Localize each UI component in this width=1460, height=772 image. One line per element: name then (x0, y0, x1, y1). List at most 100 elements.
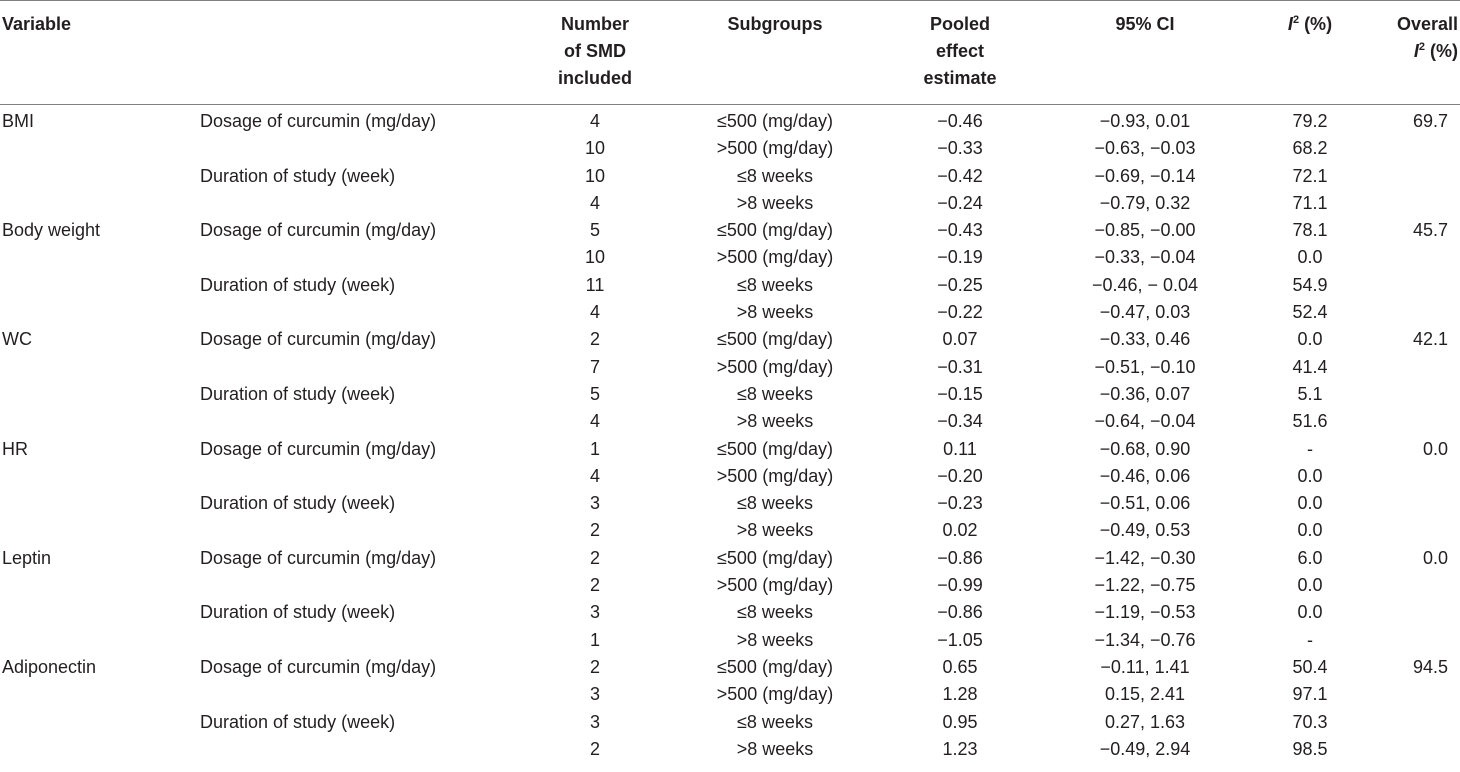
cell-number: 2 (589, 329, 600, 350)
cell-subgroup: >500 (mg/day) (716, 356, 834, 377)
cell-subgroup: ≤500 (mg/day) (717, 111, 833, 131)
cell-overall-i2 (1360, 463, 1460, 490)
cell-subgroup: >500 (mg/day) (716, 247, 834, 268)
cell-variable: Adiponectin (2, 656, 97, 677)
cell-ci: −0.36, 0.07 (1099, 383, 1191, 404)
cell-number: 4 (589, 411, 600, 432)
cell-number: 4 (589, 465, 600, 486)
table-row: Duration of study (week) 10 ≤8 weeks −0.42 −… (0, 163, 1460, 190)
table-row: Duration of study (week) 5 ≤8 weeks −0.15 −0… (0, 381, 1460, 408)
cell-ci: −0.11, 1.41 (1100, 656, 1190, 677)
cell-category: Dosage of curcumin (mg/day) (200, 656, 437, 677)
cell-i2: 98.5 (1292, 738, 1328, 759)
cell-ci: −0.49, 2.94 (1099, 738, 1191, 759)
cell-overall-i2: 69.7 (1412, 111, 1448, 131)
cell-subgroup: ≤8 weeks (737, 165, 813, 186)
cell-overall-i2 (1360, 627, 1460, 654)
cell-variable (0, 408, 200, 435)
cell-overall-i2 (1360, 517, 1460, 544)
cell-category: Dosage of curcumin (mg/day) (200, 547, 437, 568)
cell-variable (0, 490, 200, 517)
table-row: 10 >500 (mg/day) −0.19 −0.33, −0.04 0.0 (0, 244, 1460, 271)
header-i2: I2 (%) (1260, 0, 1360, 105)
cell-variable (0, 163, 200, 190)
cell-pooled-estimate: −0.86 (937, 602, 983, 623)
cell-pooled-estimate: −0.20 (937, 465, 983, 486)
cell-number: 4 (589, 192, 600, 213)
cell-variable: WC (2, 329, 32, 350)
cell-pooled-estimate: −0.86 (937, 547, 983, 568)
cell-overall-i2: 0.0 (1422, 547, 1448, 568)
cell-category (200, 354, 530, 381)
cell-overall-i2: 0.0 (1422, 438, 1448, 459)
cell-pooled-estimate: 0.07 (942, 329, 978, 350)
cell-category: Duration of study (week) (200, 274, 396, 295)
cell-ci: −0.47, 0.03 (1099, 302, 1191, 323)
cell-number: 5 (589, 220, 600, 241)
cell-ci: −0.93, 0.01 (1099, 111, 1191, 131)
cell-category (200, 681, 530, 708)
cell-pooled-estimate: −0.19 (937, 247, 983, 268)
cell-number: 5 (589, 383, 600, 404)
cell-ci: −0.79, 0.32 (1099, 192, 1191, 213)
header-ci: 95% CI (1030, 0, 1260, 105)
cell-ci: −0.33, −0.04 (1094, 247, 1196, 268)
cell-i2: 41.4 (1292, 356, 1328, 377)
cell-subgroup: ≤8 weeks (737, 602, 813, 623)
header-pooled-effect: Pooled effect estimate (890, 0, 1030, 105)
cell-i2: 71.1 (1292, 192, 1328, 213)
cell-number: 10 (584, 165, 606, 186)
table-row: HR Dosage of curcumin (mg/day) 1 ≤500 (mg/d… (0, 436, 1460, 463)
cell-overall-i2 (1360, 709, 1460, 736)
table-row: Leptin Dosage of curcumin (mg/day) 2 ≤500 (… (0, 545, 1460, 572)
cell-pooled-estimate: −0.22 (937, 302, 983, 323)
cell-ci: −1.22, −0.75 (1094, 575, 1196, 596)
cell-number: 3 (589, 602, 600, 623)
cell-variable (0, 627, 200, 654)
table-row: Duration of study (week) 11 ≤8 weeks −0.25 −… (0, 272, 1460, 299)
cell-overall-i2 (1360, 490, 1460, 517)
cell-overall-i2 (1360, 572, 1460, 599)
header-variable: Variable (0, 0, 200, 105)
cell-variable (0, 299, 200, 326)
cell-overall-i2 (1360, 381, 1460, 408)
header-number-of-smd: Number of SMD included (530, 0, 660, 105)
cell-pooled-estimate: −0.43 (937, 220, 983, 241)
cell-pooled-estimate: −0.15 (937, 383, 983, 404)
table-row: 4 >8 weeks −0.22 −0.47, 0.03 52.4 (0, 299, 1460, 326)
cell-i2: 79.2 (1292, 111, 1328, 131)
cell-number: 2 (589, 738, 600, 759)
cell-i2: 97.1 (1292, 684, 1328, 705)
cell-subgroup: ≤500 (mg/day) (717, 438, 833, 459)
cell-overall-i2 (1360, 135, 1460, 162)
cell-number: 10 (584, 247, 606, 268)
header-subgroups: Subgroups (660, 0, 890, 105)
cell-overall-i2: 94.5 (1412, 656, 1448, 677)
cell-pooled-estimate: −0.33 (937, 138, 983, 159)
cell-subgroup: >500 (mg/day) (716, 684, 834, 705)
cell-category (200, 135, 530, 162)
cell-i2: 0.0 (1297, 602, 1323, 623)
table-row: Duration of study (week) 3 ≤8 weeks −0.86 −1… (0, 599, 1460, 626)
cell-ci: −0.51, −0.10 (1094, 356, 1196, 377)
cell-subgroup: ≤8 weeks (737, 493, 813, 514)
cell-number: 1 (589, 438, 600, 459)
cell-subgroup: >8 weeks (736, 629, 814, 650)
cell-number: 2 (589, 547, 600, 568)
cell-variable: BMI (2, 111, 35, 131)
cell-variable (0, 463, 200, 490)
cell-category (200, 244, 530, 271)
table-row: 2 >8 weeks 1.23 −0.49, 2.94 98.5 (0, 736, 1460, 763)
cell-category (200, 463, 530, 490)
cell-variable (0, 599, 200, 626)
cell-i2: 0.0 (1297, 465, 1323, 486)
cell-category (200, 299, 530, 326)
cell-ci: −0.33, 0.46 (1099, 329, 1191, 350)
cell-variable: HR (2, 438, 28, 459)
table-row: Duration of study (week) 3 ≤8 weeks 0.95 0.2… (0, 709, 1460, 736)
cell-overall-i2 (1360, 408, 1460, 435)
cell-category (200, 736, 530, 763)
cell-category (200, 408, 530, 435)
cell-pooled-estimate: −0.25 (937, 274, 983, 295)
cell-number: 2 (589, 520, 600, 541)
